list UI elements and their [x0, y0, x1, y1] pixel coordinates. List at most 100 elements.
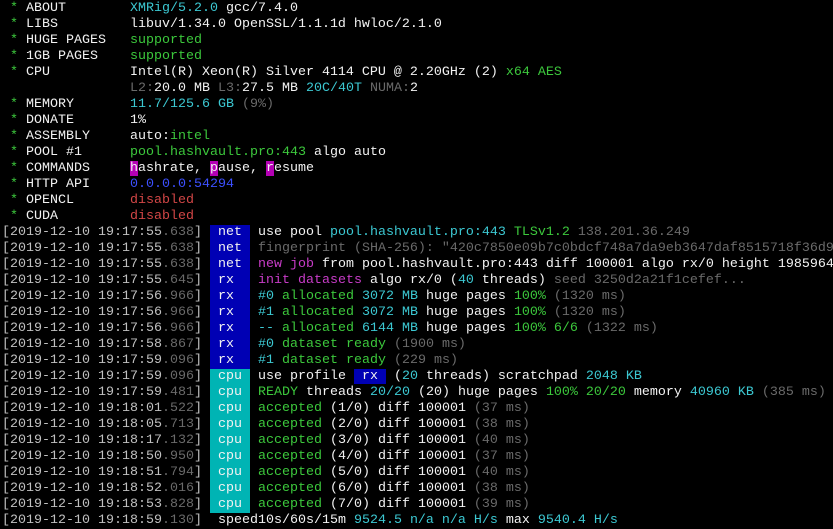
timestamp-bracket: ] [193, 273, 210, 288]
info-value: ause, [217, 161, 266, 176]
info-value: auto: [130, 129, 170, 144]
spacer [90, 177, 130, 192]
timestamp-bracket: ] [193, 481, 210, 496]
log-tag-rx: rx [209, 321, 250, 337]
timestamp-ms: .966 [161, 321, 194, 336]
log-tag-label: cpu [217, 417, 242, 432]
spacer [210, 385, 218, 400]
spacer [58, 17, 130, 32]
log-message-part: accepted [257, 497, 322, 512]
log-message-part: (38 ms) [465, 481, 530, 496]
log-message-part: #1 [257, 305, 274, 320]
timestamp-ms: .638 [161, 241, 194, 256]
timestamp-bracket: ] [193, 497, 210, 512]
spacer [58, 209, 130, 224]
log-message-part: #0 [257, 289, 274, 304]
log-message-part: pool.hashvault.pro:443 [329, 225, 506, 240]
info-line: * COMMANDS hashrate, pause, resume [2, 161, 833, 177]
log-message-part: new job [257, 257, 314, 272]
info-value: NUMA: [361, 81, 410, 96]
info-line: * 1GB PAGES supported [2, 49, 833, 65]
timestamp-ms: .966 [161, 289, 194, 304]
spacer [210, 481, 218, 496]
timestamp-ms: .638 [161, 225, 194, 240]
spacer [50, 65, 130, 80]
spacer [210, 465, 218, 480]
spacer [250, 257, 258, 272]
log-message-part: threads) [473, 273, 546, 288]
spacer [250, 385, 258, 400]
bullet-icon: * [2, 65, 26, 80]
spacer [250, 305, 258, 320]
spacer [250, 401, 258, 416]
timestamp-ms: .132 [161, 433, 194, 448]
timestamp-bracket: [ [2, 497, 10, 512]
log-message-part: max [497, 513, 538, 528]
info-line: L2:20.0 MB L3:27.5 MB 20C/40T NUMA:2 [2, 81, 833, 97]
log-message-part: (385 ms) [753, 385, 826, 400]
info-value: 20.0 MB [153, 81, 210, 96]
log-tag-label: rx [217, 337, 234, 352]
timestamp: 2019-12-10 19:17:58 [10, 337, 162, 352]
timestamp: 2019-12-10 19:18:17 [10, 433, 162, 448]
timestamp: 2019-12-10 19:18:05 [10, 417, 162, 432]
spacer [210, 497, 218, 512]
log-line: [2019-12-10 19:17:56.966] rx #1 allocate… [2, 305, 833, 321]
log-tag-rx: rx [209, 273, 250, 289]
log-message-part: 20 [401, 369, 418, 384]
log-message-part: fingerprint (SHA-256): "420c7850e09b7c0b… [257, 241, 833, 256]
log-tag-label: rx [217, 321, 234, 336]
log-tag-cpu: cpu [209, 497, 250, 513]
timestamp-ms: .096 [161, 369, 194, 384]
timestamp-ms: .794 [161, 465, 194, 480]
log-message-part: 2048 KB [585, 369, 642, 384]
log-message-part: (38 ms) [465, 417, 530, 432]
spacer [74, 193, 130, 208]
log-message-part: (40 ms) [465, 433, 530, 448]
log-tag-rx: rx [209, 337, 250, 353]
timestamp: 2019-12-10 19:18:01 [10, 401, 162, 416]
log-message-part: allocated [273, 321, 354, 336]
log-tag-label: net [217, 257, 242, 272]
log-tag-rx: rx [209, 353, 250, 369]
timestamp-bracket: ] [193, 417, 210, 432]
info-value: h [130, 161, 138, 176]
info-label: OPENCL [26, 193, 74, 208]
log-line: [2019-12-10 19:17:56.966] rx #0 allocate… [2, 289, 833, 305]
log-message-part: (3/0) diff 100001 [321, 433, 466, 448]
log-line: [2019-12-10 19:17:58.867] rx #0 dataset … [2, 337, 833, 353]
info-label: CPU [26, 65, 50, 80]
log-message-part: -- [257, 321, 274, 336]
log-message-part: 40960 KB [689, 385, 754, 400]
spacer [210, 369, 218, 384]
info-line: * DONATE 1% [2, 113, 833, 129]
timestamp-bracket: ] [193, 257, 210, 272]
log-message-part: (7/0) diff 100001 [321, 497, 466, 512]
bullet-icon: * [2, 177, 26, 192]
info-line: * CPU Intel(R) Xeon(R) Silver 4114 CPU @… [2, 65, 833, 81]
timestamp-bracket: [ [2, 369, 10, 384]
log-message-part: threads) scratchpad [417, 369, 586, 384]
info-line: * ABOUT XMRig/5.2.0 gcc/7.4.0 [2, 1, 833, 17]
log-tag-label: cpu [217, 401, 242, 416]
log-message-part: accepted [257, 417, 322, 432]
log-tag-cpu: cpu [209, 481, 250, 497]
spacer [210, 321, 218, 336]
info-value: libuv/1.34.0 OpenSSL/1.1.1d hwloc/2.1.0 [129, 17, 442, 32]
spacer [250, 497, 258, 512]
info-value: disabled [130, 193, 194, 208]
log-message-part: ( [385, 369, 402, 384]
log-message-part: (37 ms) [465, 401, 530, 416]
log-message-part: 40 [457, 273, 474, 288]
info-line: * POOL #1 pool.hashvault.pro:443 algo au… [2, 145, 833, 161]
log-line: [2019-12-10 19:17:55.645] rx init datase… [2, 273, 833, 289]
spacer [210, 449, 218, 464]
log-line: [2019-12-10 19:17:55.638] net fingerprin… [2, 241, 833, 257]
log-tag-cpu: cpu [209, 369, 250, 385]
bullet-icon: * [2, 33, 26, 48]
timestamp-ms: .645 [161, 273, 194, 288]
bullet-icon: * [2, 193, 26, 208]
timestamp-ms: .828 [161, 497, 194, 512]
log-tag-label: speed [217, 513, 258, 528]
